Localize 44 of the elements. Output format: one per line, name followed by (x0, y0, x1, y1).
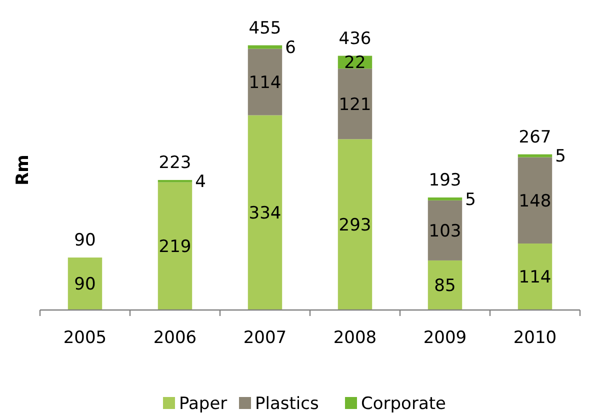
bar (428, 260, 462, 310)
bar (338, 139, 372, 310)
bar (518, 244, 552, 310)
legend-label: Corporate (361, 394, 446, 414)
x-tick-label: 2009 (423, 328, 467, 348)
bar (248, 115, 282, 310)
bar (68, 258, 102, 310)
data-label: 6 (285, 38, 296, 58)
data-label: 90 (74, 274, 96, 295)
data-label: 4 (195, 172, 206, 192)
bar (428, 197, 462, 200)
total-label: 90 (74, 230, 96, 251)
legend-label: Paper (179, 394, 228, 414)
x-tick-label: 2005 (63, 328, 107, 348)
bar (338, 68, 372, 140)
data-label: 114 (518, 268, 552, 288)
data-label: 334 (248, 204, 282, 224)
legend-label: Plastics (255, 394, 319, 414)
data-label: 5 (555, 146, 566, 167)
x-tick-label: 2006 (153, 328, 197, 348)
data-label: 114 (248, 72, 282, 93)
data-label: 5 (465, 190, 476, 210)
total-label: 223 (158, 152, 192, 173)
data-label: 148 (518, 191, 552, 212)
y-axis-title: Rm (13, 154, 33, 186)
bar (248, 45, 282, 49)
data-label: 22 (344, 53, 366, 74)
total-label: 267 (518, 127, 552, 148)
total-label: 436 (338, 28, 372, 49)
bar (518, 157, 552, 244)
x-tick-label: 2007 (243, 328, 287, 348)
bar (158, 182, 192, 310)
x-tick-label: 2010 (513, 328, 557, 348)
x-tick-label: 2008 (333, 328, 377, 348)
data-label: 103 (428, 221, 462, 242)
bar (158, 180, 192, 182)
data-label: 293 (338, 216, 372, 236)
bar (248, 48, 282, 116)
bar (428, 200, 462, 260)
data-label: 85 (434, 276, 456, 296)
data-label: 121 (338, 94, 372, 115)
total-label: 193 (428, 170, 462, 190)
total-label: 455 (248, 18, 282, 38)
data-label: 219 (158, 237, 192, 258)
